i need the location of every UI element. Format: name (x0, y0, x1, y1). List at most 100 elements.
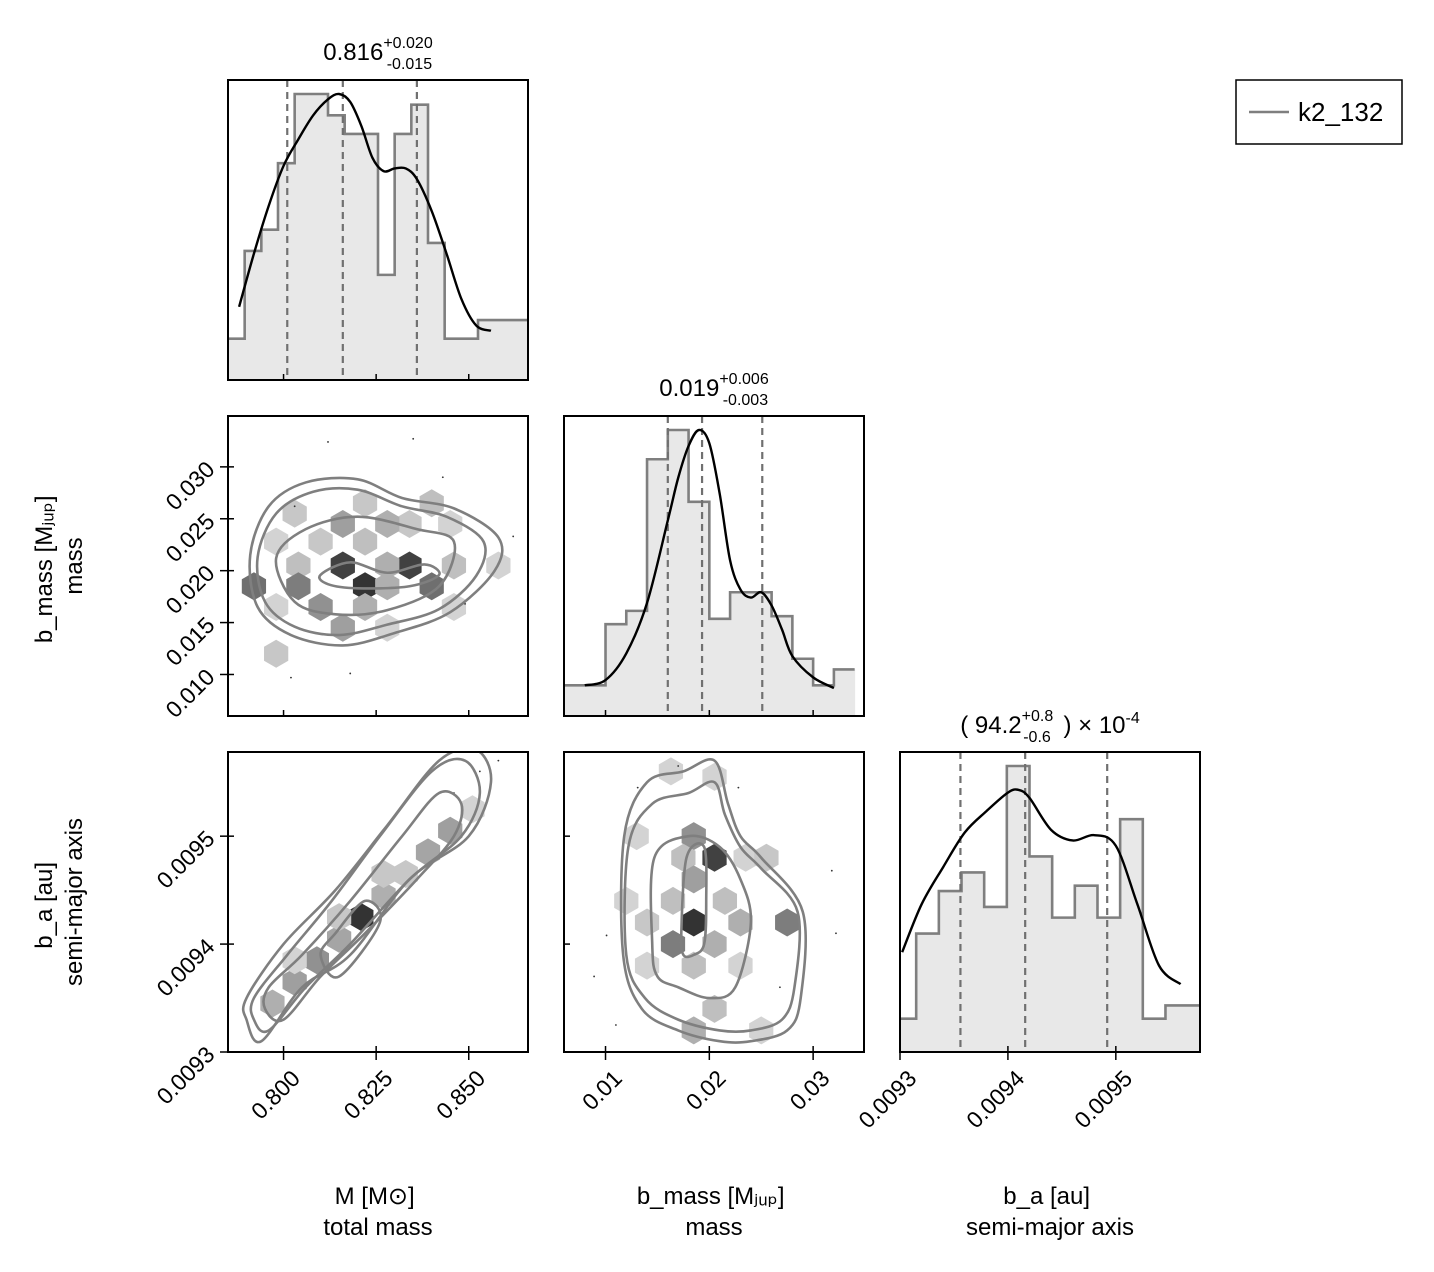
title-M: 0.816+0.020 -0.015 (323, 35, 433, 73)
hexbin-M-b_a-3 (326, 924, 352, 953)
hexbin-b_mass-b_a-19 (681, 951, 706, 980)
title-b-a-prefix: ( (960, 712, 968, 739)
hexbin-b_mass-b_a-9 (660, 886, 686, 915)
hist-bar-M-8 (361, 133, 379, 380)
scatter-point-b_mass-b_a-1 (677, 765, 680, 767)
hist-bar-b_mass-0 (564, 685, 586, 716)
hist-bar-b_a-11 (1142, 1018, 1166, 1052)
frame-2-1 (563, 751, 865, 1053)
hexbin-M-b_mass-1 (352, 489, 378, 518)
hexbin-M-b_mass-5 (375, 509, 400, 538)
hist-bar-M-0 (228, 338, 246, 380)
hexbin-b_mass-b_a-10 (712, 886, 738, 915)
hist-step-b_a (900, 764, 1200, 1020)
hexbin-M-b_mass-27 (264, 639, 289, 668)
contour-M-b_a-2 (262, 790, 464, 1023)
hist-bar-b_mass-4 (647, 459, 669, 716)
hist-bar-M-16 (494, 320, 512, 380)
hist-bar-M-3 (278, 163, 296, 380)
panel-hist-b-a (900, 752, 1200, 1052)
hexbin-M-b_mass-21 (308, 593, 333, 622)
title-b-mass-minus: -0.003 (723, 392, 768, 409)
contour-b_mass-b_a-3 (679, 842, 708, 959)
xtick-label-b_a-2: 0.0095 (1069, 1065, 1137, 1133)
scatter-point-M-b_a-0 (478, 770, 481, 773)
panel-2d-b-mass-b-a (593, 757, 837, 1045)
xtick-label-M-1: 0.825 (338, 1065, 397, 1124)
ytick-label-b_mass-0: 0.010 (160, 664, 219, 723)
hexbin-b_mass-b_a-20 (728, 951, 753, 980)
scatter-point-b_mass-b_a-3 (830, 869, 833, 872)
scatter-point-b_mass-b_a-6 (593, 975, 596, 978)
hexbin-M-b_mass-18 (352, 572, 378, 601)
scatter-point-M-b_mass-4 (512, 535, 515, 538)
hist-bar-b_mass-6 (688, 501, 710, 716)
ytick-label-b_mass-3: 0.025 (160, 508, 219, 567)
hexbin-b_mass-b_a-15 (634, 908, 660, 937)
kde-curve-b_mass (584, 428, 835, 690)
hist-bar-b_a-0 (900, 1018, 917, 1052)
ylabel-b-a-symbol: b_a [au] (31, 862, 58, 949)
hexbin-b_mass-b_a-0 (658, 757, 684, 786)
xlabel-b-mass-desc: mass (685, 1214, 742, 1241)
kde-curve-b_a (901, 788, 1182, 986)
hist-bar-M-13 (444, 338, 462, 380)
panel-2d-M-b-mass (241, 437, 515, 679)
legend: k2_132 (1235, 79, 1403, 145)
hexbin-M-b_mass-11 (397, 551, 422, 580)
ylabel-b-mass: b_mass [Mⱼᵤₚ] mass (31, 489, 88, 643)
hist-bar-M-17 (511, 320, 528, 380)
hexbin-M-b_mass-12 (286, 551, 311, 580)
hist-bar-b_a-6 (1029, 856, 1053, 1052)
hist-bar-b_a-4 (984, 906, 1008, 1052)
scatter-point-b_mass-b_a-5 (605, 934, 608, 937)
scatter-point-b_mass-b_a-8 (779, 986, 781, 989)
scatter-point-M-b_mass-6 (349, 672, 352, 675)
contour-M-b_mass-1 (255, 486, 487, 637)
hist-bar-M-10 (394, 133, 412, 380)
hist-bar-M-2 (261, 229, 279, 380)
hexbin-M-b_a-6 (393, 859, 418, 888)
hist-bar-b_a-8 (1074, 885, 1098, 1052)
contour-M-b_a-1 (249, 757, 482, 1034)
hexbin-M-b_mass-0 (282, 499, 307, 528)
title-b-a-plus: +0.8 (1022, 708, 1054, 725)
hexbin-b_mass-b_a-6 (702, 843, 727, 872)
title-b-mass-plus: +0.006 (719, 371, 768, 388)
hexbin-M-b_mass-25 (330, 613, 355, 642)
panel-hist-b-mass (564, 416, 856, 716)
xlabel-b-a-symbol: b_a [au] (1003, 1183, 1090, 1210)
hist-bar-M-7 (344, 133, 362, 380)
hexbin-b_mass-b_a-8 (681, 865, 706, 894)
hexbin-b_mass-b_a-7 (754, 843, 779, 872)
contour-M-b_mass-2 (274, 515, 457, 617)
hexbin-b_mass-b_a-17 (775, 908, 800, 937)
hist-bar-M-11 (411, 104, 429, 380)
xtick-label-M-0: 0.800 (246, 1065, 305, 1124)
hexbin-M-b_a-8 (438, 816, 463, 845)
hexbin-M-b_a-2 (304, 946, 330, 975)
xlabel-M-symbol: M [M⊙] (335, 1183, 415, 1210)
ytick-label-b_a-2: 0.0095 (151, 825, 219, 893)
contour-b_mass-b_a-2 (649, 834, 753, 1000)
hist-bar-b_mass-8 (730, 592, 752, 716)
xtick-label-b_mass-2: 0.03 (785, 1065, 835, 1115)
ylabel-b-a-desc: semi-major axis (61, 818, 88, 986)
hexbin-M-b_mass-8 (352, 527, 378, 556)
scatter-point-b_mass-b_a-7 (615, 1024, 617, 1026)
contour-b_mass-b_a-0 (619, 758, 807, 1044)
hist-bar-b_a-1 (916, 933, 940, 1052)
contour-M-b_mass-0 (248, 476, 504, 647)
xtick-label-b_mass-1: 0.02 (681, 1065, 731, 1115)
hexbin-M-b_mass-4 (330, 509, 355, 538)
hist-bar-M-4 (294, 94, 312, 380)
scatter-point-b_mass-b_a-2 (737, 786, 740, 789)
title-b-a-median: 94.2 (975, 712, 1022, 739)
hexbin-b_mass-b_a-14 (702, 930, 727, 959)
scatter-point-b_mass-b_a-4 (835, 932, 837, 935)
hexbin-M-b_mass-20 (375, 572, 400, 601)
scatter-point-M-b_mass-3 (293, 505, 296, 508)
hexbin-M-b_mass-3 (397, 509, 422, 538)
hist-bar-M-15 (478, 320, 496, 380)
